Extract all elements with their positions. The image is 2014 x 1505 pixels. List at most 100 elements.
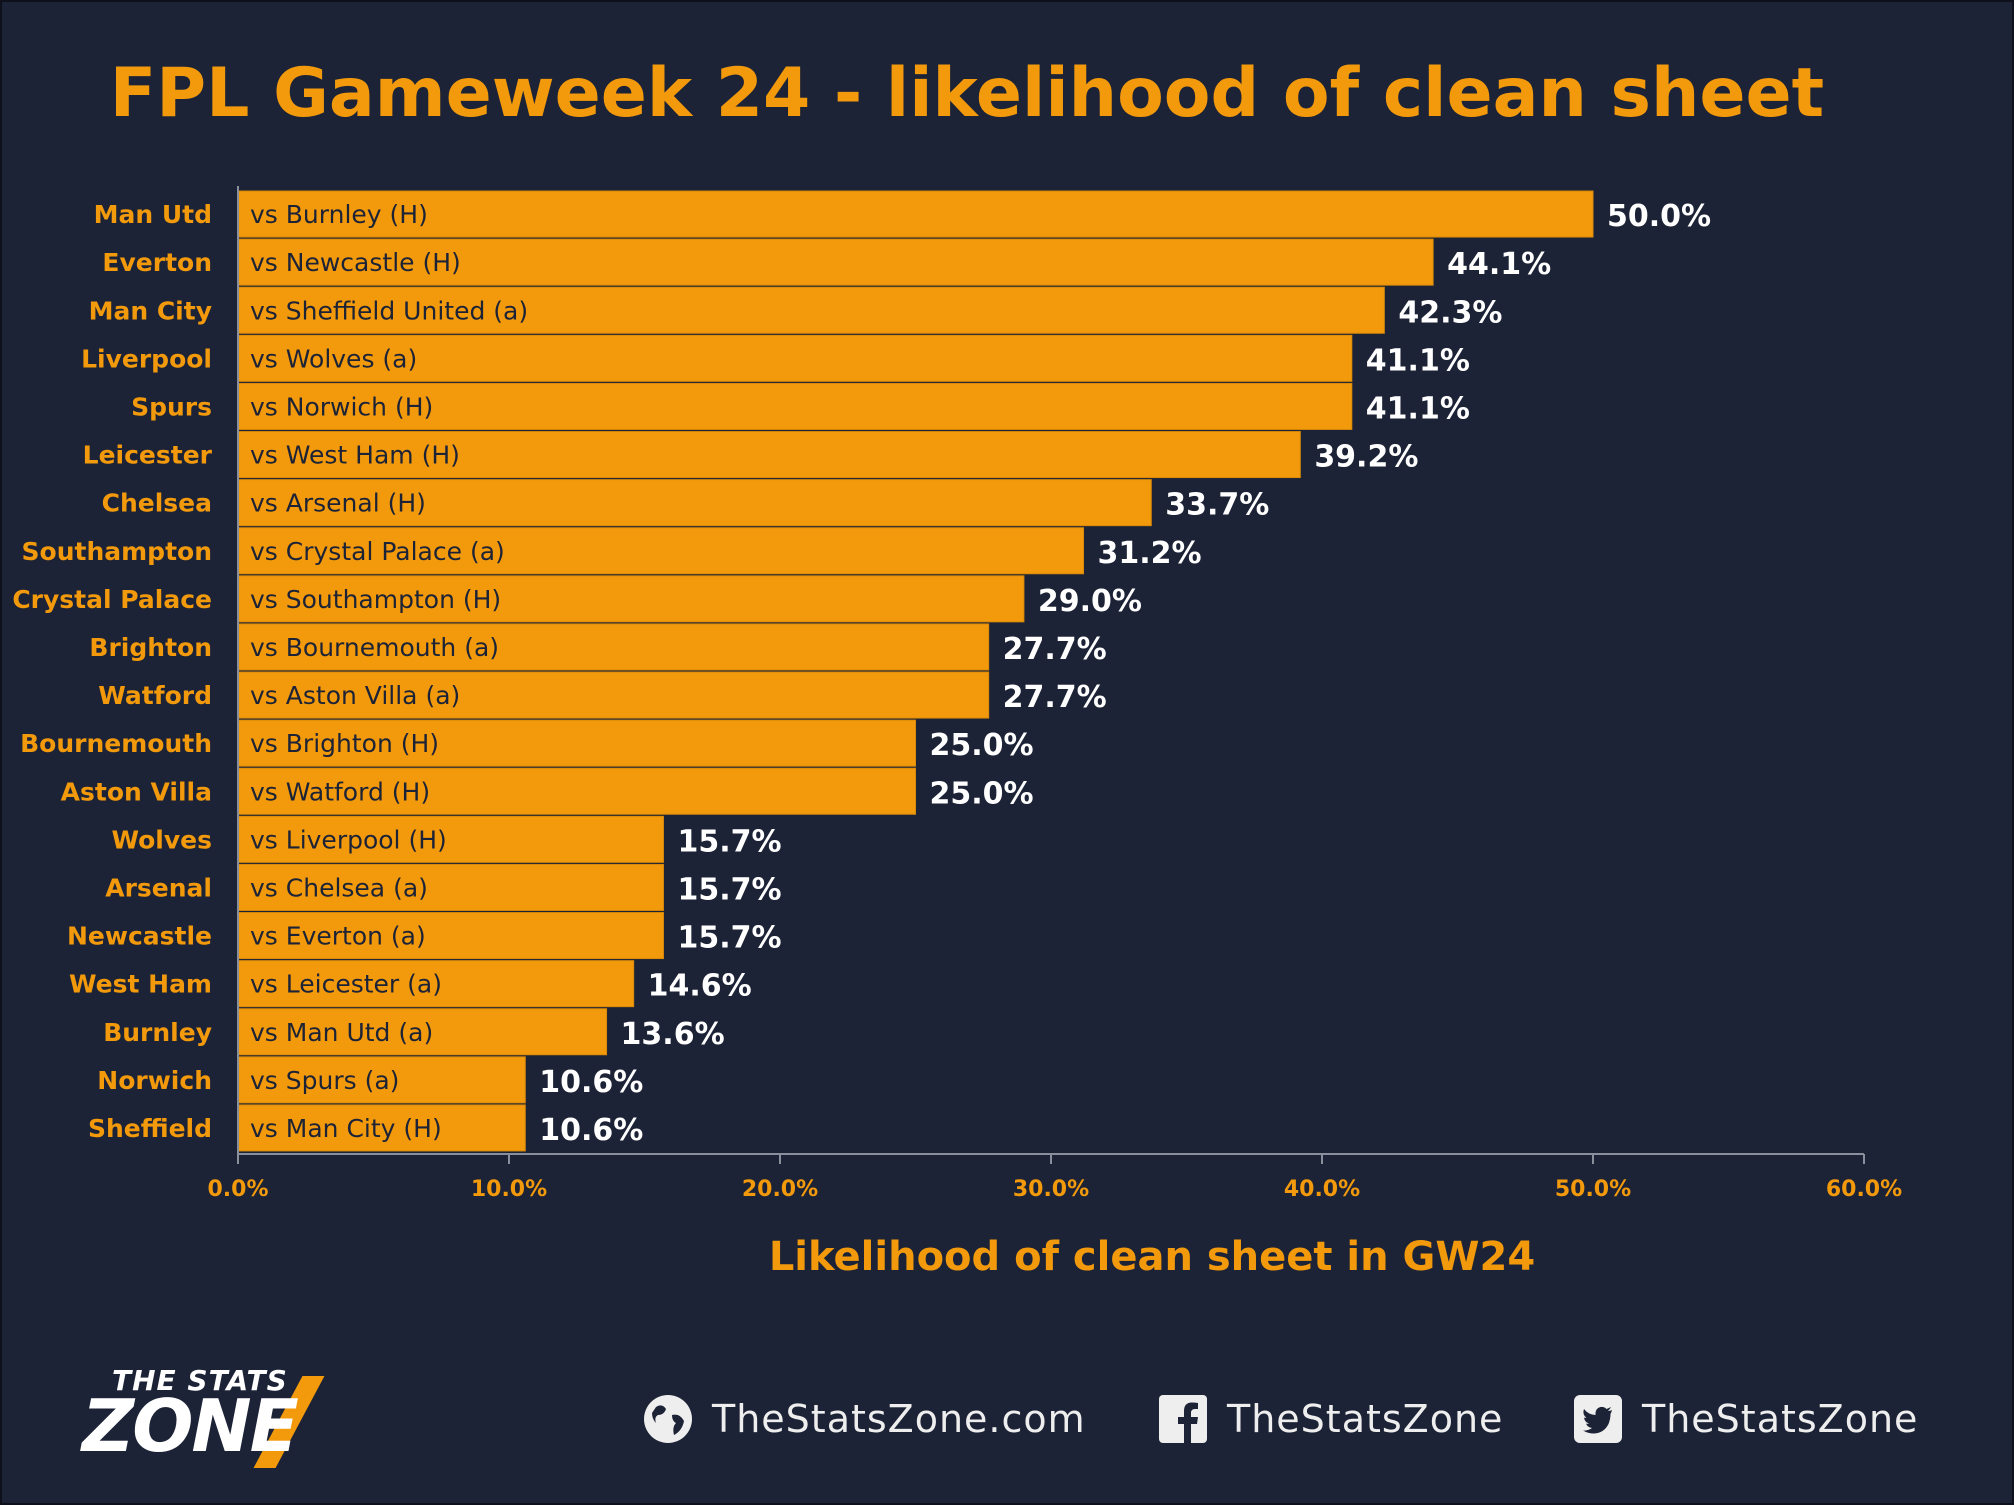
bar-12 [237, 767, 916, 815]
fixture-label: vs Aston Villa (a) [250, 681, 460, 710]
bar-4 [237, 382, 1353, 430]
fixture-label: vs Burnley (H) [250, 200, 428, 229]
fixture-label: vs Brighton (H) [250, 729, 439, 758]
team-label: Watford [98, 681, 212, 710]
bar-1 [237, 238, 1434, 286]
value-label: 15.7% [677, 824, 781, 859]
team-label: Spurs [131, 392, 212, 421]
value-label: 25.0% [930, 776, 1034, 811]
value-label: 25.0% [930, 728, 1034, 763]
value-label: 42.3% [1398, 295, 1502, 330]
team-label: Bournemouth [20, 729, 212, 758]
facebook-text: TheStatsZone [1227, 1397, 1504, 1441]
fixture-label: vs Crystal Palace (a) [250, 537, 505, 566]
bar-chart: FPL Gameweek 24 - likelihood of clean sh… [12, 54, 1902, 1280]
team-label: Arsenal [105, 873, 212, 902]
value-label: 10.6% [539, 1065, 643, 1100]
value-label: 44.1% [1447, 247, 1551, 282]
team-label: Burnley [103, 1018, 212, 1047]
fixture-label: vs Spurs (a) [250, 1066, 399, 1095]
facebook-icon [1157, 1393, 1209, 1445]
value-label: 13.6% [621, 1017, 725, 1052]
team-label: Brighton [89, 633, 212, 662]
bar-5 [237, 431, 1301, 479]
fixture-label: vs Man Utd (a) [250, 1018, 433, 1047]
value-label: 27.7% [1003, 680, 1107, 715]
fixture-label: vs Bournemouth (a) [250, 633, 499, 662]
bar-15 [237, 912, 664, 960]
team-label: Chelsea [102, 489, 212, 518]
team-label: Southampton [22, 537, 212, 566]
bar-3 [237, 334, 1353, 382]
value-label: 29.0% [1038, 584, 1142, 619]
fixture-label: vs Everton (a) [250, 922, 426, 951]
value-label: 41.1% [1366, 391, 1470, 426]
twitter-link[interactable]: TheStatsZone [1572, 1394, 1918, 1444]
website-link[interactable]: TheStatsZone.com [642, 1394, 1086, 1444]
website-text: TheStatsZone.com [712, 1397, 1086, 1441]
bar-17 [237, 1008, 608, 1056]
value-label: 31.2% [1098, 536, 1202, 571]
team-label: Newcastle [67, 922, 212, 951]
logo-bottom-text: ZONE [82, 1384, 299, 1468]
value-label: 10.6% [539, 1113, 643, 1148]
bar-14 [237, 863, 664, 911]
chart-title: FPL Gameweek 24 - likelihood of clean sh… [110, 54, 1824, 133]
team-label: Norwich [97, 1066, 212, 1095]
x-tick-label: 50.0% [1555, 1177, 1631, 1202]
bar-11 [237, 719, 916, 767]
footer: THE STATS ZONE TheStatsZone.com TheStats… [2, 1352, 2014, 1472]
logo-top-text: THE STATS [112, 1364, 288, 1397]
fixture-label: vs Norwich (H) [250, 392, 433, 421]
fixture-label: vs West Ham (H) [250, 441, 460, 470]
fixture-label: vs Leicester (a) [250, 970, 442, 999]
fixture-label: vs Watford (H) [250, 777, 430, 806]
value-label: 50.0% [1607, 199, 1711, 234]
x-tick-label: 10.0% [471, 1177, 547, 1202]
value-label: 39.2% [1314, 440, 1418, 475]
twitter-text: TheStatsZone [1642, 1397, 1919, 1441]
bar-7 [237, 527, 1085, 575]
value-label: 33.7% [1165, 488, 1269, 523]
fixture-label: vs Newcastle (H) [250, 248, 461, 277]
x-tick-label: 20.0% [742, 1177, 818, 1202]
value-label: 27.7% [1003, 632, 1107, 667]
bar-6 [237, 479, 1152, 527]
x-axis-label: Likelihood of clean sheet in GW24 [769, 1234, 1535, 1280]
team-label: Sheffield [88, 1114, 212, 1143]
bar-0 [237, 190, 1594, 238]
twitter-icon [1572, 1393, 1624, 1445]
value-label: 41.1% [1366, 343, 1470, 378]
fixture-label: vs Arsenal (H) [250, 489, 426, 518]
x-tick-label: 60.0% [1826, 1177, 1902, 1202]
bar-10 [237, 671, 990, 719]
stats-zone-logo: THE STATS ZONE [82, 1364, 422, 1474]
value-label: 14.6% [648, 969, 752, 1004]
team-label: Liverpool [81, 344, 212, 373]
team-label: Man Utd [94, 200, 212, 229]
team-label: West Ham [69, 970, 212, 999]
x-tick-label: 0.0% [207, 1177, 268, 1202]
globe-icon [642, 1393, 694, 1445]
bar-19 [237, 1104, 526, 1152]
team-label: Wolves [111, 825, 212, 854]
team-label: Everton [102, 248, 212, 277]
value-label: 15.7% [677, 872, 781, 907]
team-label: Crystal Palace [12, 585, 212, 614]
fixture-label: vs Liverpool (H) [250, 825, 447, 854]
fixture-label: vs Southampton (H) [250, 585, 501, 614]
fixture-label: vs Chelsea (a) [250, 873, 428, 902]
facebook-link[interactable]: TheStatsZone [1157, 1394, 1503, 1444]
team-label: Man City [89, 296, 212, 325]
fixture-label: vs Sheffield United (a) [250, 296, 528, 325]
fixture-label: vs Wolves (a) [250, 344, 417, 373]
x-tick-label: 30.0% [1013, 1177, 1089, 1202]
team-label: Aston Villa [61, 777, 212, 806]
x-tick-label: 40.0% [1284, 1177, 1360, 1202]
bar-13 [237, 815, 664, 863]
team-label: Leicester [83, 441, 213, 470]
bar-2 [237, 286, 1385, 334]
fixture-label: vs Man City (H) [250, 1114, 442, 1143]
value-label: 15.7% [677, 921, 781, 956]
